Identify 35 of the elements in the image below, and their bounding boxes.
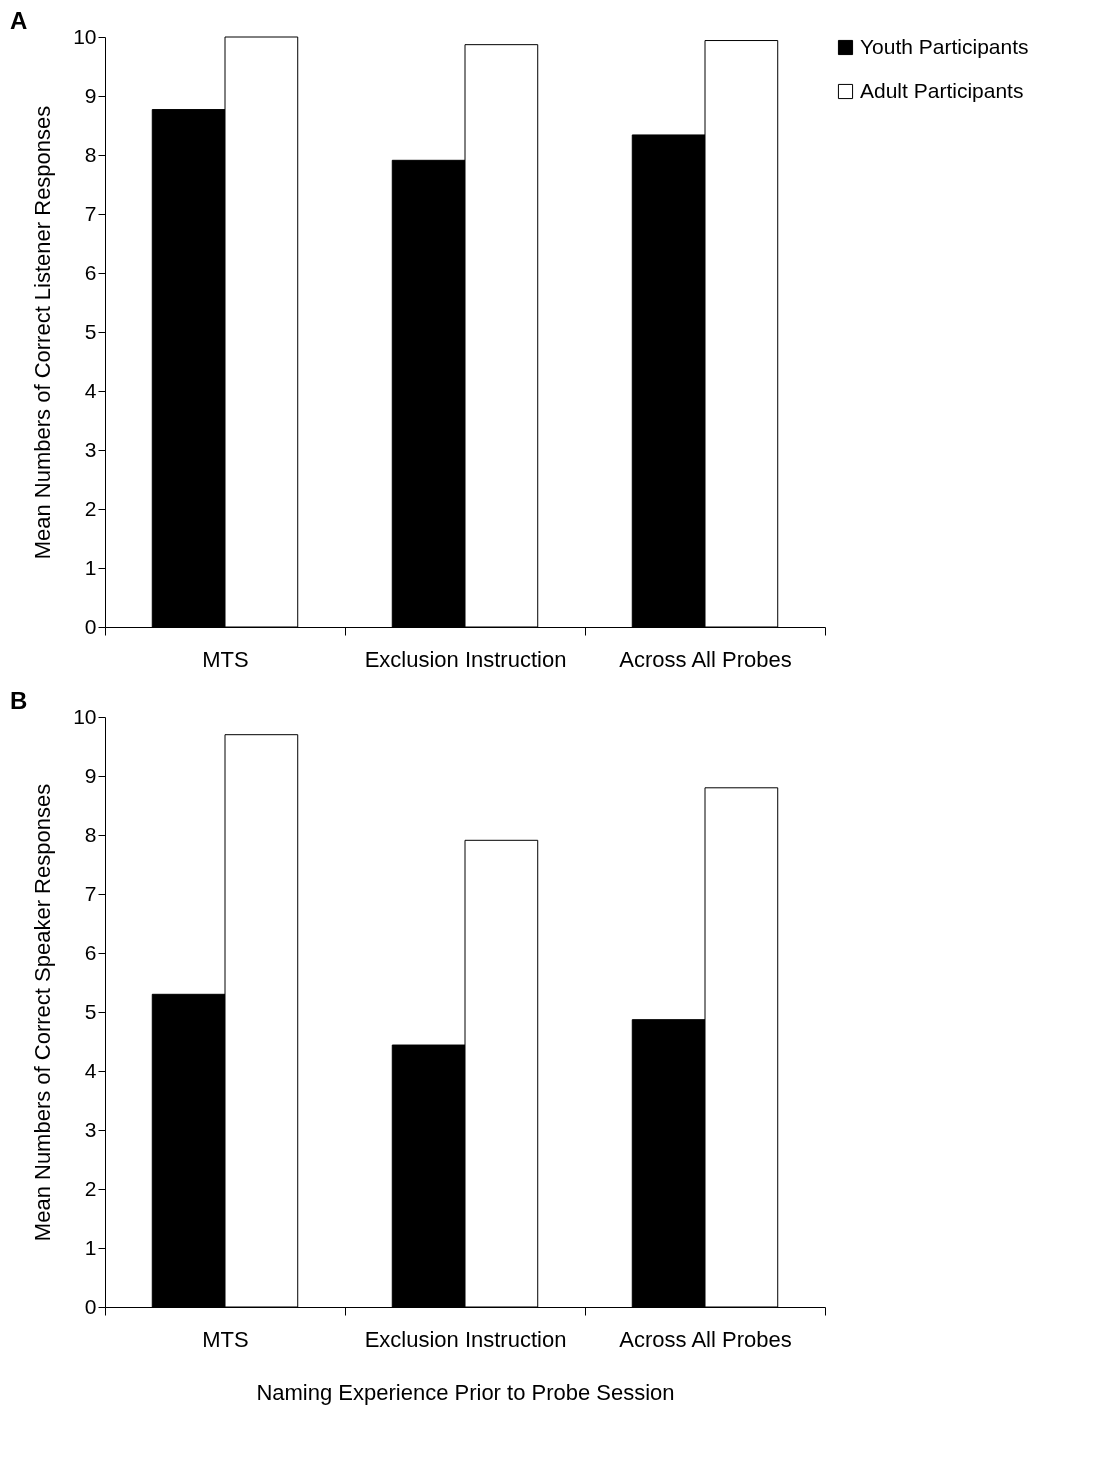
y-tick-label: 8 <box>84 142 97 166</box>
chart-title: B <box>10 687 28 714</box>
y-tick-label: 1 <box>84 555 97 579</box>
x-axis-title: Naming Experience Prior to Probe Session <box>256 1379 675 1405</box>
x-tick-label: Across All Probes <box>619 646 792 672</box>
y-tick-label: 9 <box>84 763 97 787</box>
y-tick-label: 7 <box>84 881 97 905</box>
y-tick-label: 5 <box>84 319 97 343</box>
y-tick-label: 1 <box>84 1235 97 1259</box>
y-axis-title: Mean Numbers of Correct Listener Responses <box>30 105 56 560</box>
x-tick-label: Exclusion Instruction <box>364 646 567 672</box>
legend-label: Adult Participants <box>860 78 1024 102</box>
y-tick-label: 6 <box>84 940 97 964</box>
x-tick-label: Across All Probes <box>619 1326 792 1352</box>
y-tick-label: 2 <box>84 496 97 520</box>
y-tick-label: 4 <box>84 378 97 402</box>
y-tick-label: 3 <box>84 437 97 461</box>
y-tick-label: 3 <box>84 1117 97 1141</box>
x-tick-label: MTS <box>202 1326 249 1352</box>
y-tick-label: 10 <box>73 24 97 48</box>
y-tick-label: 5 <box>84 999 97 1023</box>
x-tick-label: MTS <box>202 646 249 672</box>
y-tick-label: 6 <box>84 260 97 284</box>
y-tick-label: 2 <box>84 1176 97 1200</box>
y-tick-label: 0 <box>84 1294 97 1318</box>
x-tick-label: Exclusion Instruction <box>364 1326 567 1352</box>
y-tick-label: 10 <box>73 704 97 728</box>
y-tick-label: 8 <box>84 822 97 846</box>
y-axis-title: Mean Numbers of Correct Speaker Responses <box>30 783 56 1242</box>
y-tick-label: 9 <box>84 83 97 107</box>
y-tick-label: 0 <box>84 614 97 638</box>
y-tick-label: 4 <box>84 1058 97 1082</box>
chart-title: A <box>10 7 28 34</box>
y-tick-label: 7 <box>84 201 97 225</box>
legend-label: Youth Participants <box>860 34 1029 58</box>
